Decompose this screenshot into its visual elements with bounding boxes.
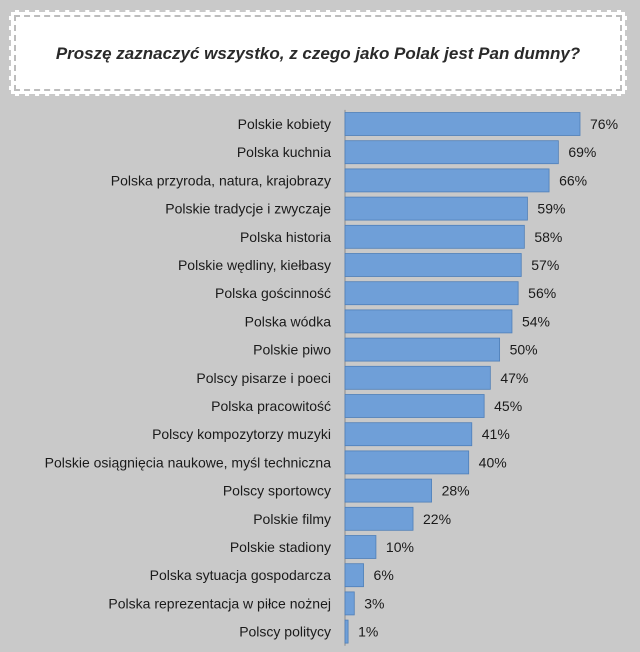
- category-label: Polskie filmy: [253, 511, 331, 527]
- bar: [344, 535, 377, 559]
- category-label: Polskie wędliny, kiełbasy: [178, 257, 331, 273]
- value-label: 69%: [568, 144, 596, 160]
- value-label: 10%: [386, 539, 414, 555]
- category-label: Polska historia: [240, 229, 331, 245]
- category-label: Polskie osiągnięcia naukowe, myśl techni…: [45, 454, 332, 470]
- category-label: Polska sytuacja gospodarcza: [150, 567, 332, 583]
- bar: [344, 563, 364, 588]
- bar: [344, 337, 501, 362]
- value-label: 57%: [531, 257, 559, 273]
- value-label: 59%: [537, 201, 565, 217]
- category-label: Polskie tradycje i zwyczaje: [165, 201, 331, 217]
- value-label: 47%: [500, 370, 528, 386]
- bar: [344, 224, 525, 249]
- value-label: 41%: [482, 426, 510, 442]
- category-label: Polscy kompozytorzy muzyki: [152, 426, 331, 442]
- bar: [344, 196, 528, 221]
- bar: [344, 422, 473, 447]
- category-label: Polska gościnność: [215, 285, 331, 301]
- category-label: Polska wódka: [245, 313, 332, 329]
- value-label: 40%: [479, 454, 507, 470]
- value-label: 56%: [528, 285, 556, 301]
- bar: [344, 394, 485, 418]
- category-label: Polskie kobiety: [238, 116, 331, 132]
- bar: [344, 619, 349, 644]
- bar: [344, 478, 432, 503]
- value-label: 28%: [442, 483, 470, 499]
- category-label: Polscy pisarze i poeci: [196, 370, 331, 386]
- bar: [344, 506, 414, 531]
- bar: [344, 112, 581, 136]
- bar-chart: Polskie kobiety 76% Polska kuchnia 69% Polsk…: [45, 109, 618, 646]
- bar: [344, 450, 470, 475]
- bar: [344, 253, 522, 277]
- value-label: 58%: [534, 229, 562, 245]
- chart-title: Proszę zaznaczyć wszystko, z czego jako …: [55, 44, 581, 63]
- category-label: Polska przyroda, natura, krajobrazy: [111, 172, 331, 188]
- value-label: 76%: [590, 116, 618, 132]
- category-label: Polskie stadiony: [230, 539, 331, 555]
- value-label: 3%: [364, 595, 384, 611]
- value-label: 54%: [522, 313, 550, 329]
- bar: [344, 309, 513, 334]
- bar: [344, 281, 519, 306]
- bar: [344, 140, 559, 165]
- value-label: 45%: [494, 398, 522, 414]
- value-label: 1%: [358, 624, 378, 640]
- category-label: Polskie piwo: [253, 342, 331, 358]
- title-box: Proszę zaznaczyć wszystko, z czego jako …: [9, 10, 627, 96]
- category-label: Polska pracowitość: [211, 398, 331, 414]
- category-label: Polska kuchnia: [237, 144, 331, 160]
- bar: [344, 168, 550, 193]
- value-label: 66%: [559, 172, 587, 188]
- value-label: 50%: [510, 342, 538, 358]
- category-label: Polscy sportowcy: [223, 483, 331, 499]
- bar: [344, 591, 355, 616]
- bar: [344, 365, 491, 390]
- value-label: 22%: [423, 511, 451, 527]
- category-label: Polscy politycy: [239, 624, 331, 640]
- category-label: Polska reprezentacja w piłce nożnej: [108, 595, 331, 611]
- value-label: 6%: [374, 567, 394, 583]
